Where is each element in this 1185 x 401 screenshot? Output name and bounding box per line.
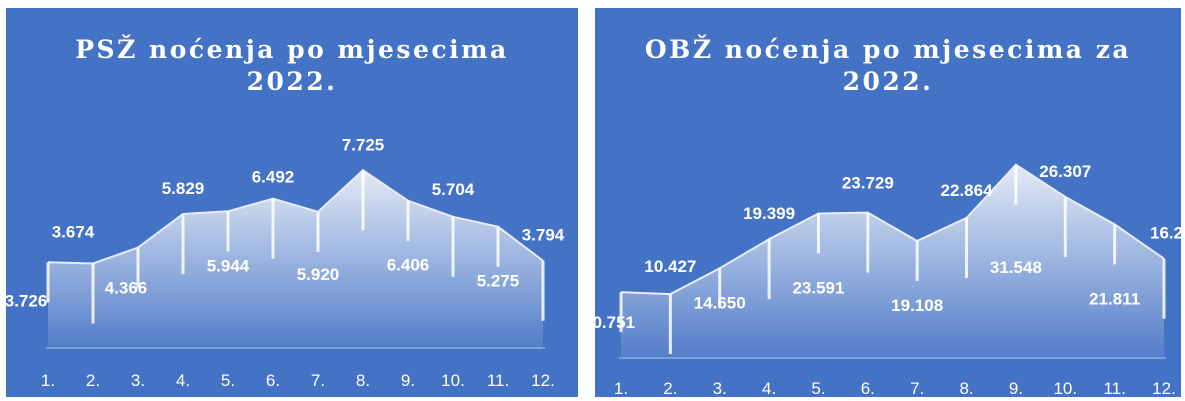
x-tick-label: 10. [1053, 379, 1077, 397]
x-tick-label: 9. [1009, 379, 1023, 397]
data-label: 16.216 [1150, 224, 1181, 243]
data-label: 21.811 [1089, 289, 1140, 308]
data-label: 6.406 [387, 256, 430, 275]
data-label: 5.920 [297, 265, 340, 284]
data-label: 3.726 [6, 291, 47, 310]
x-tick-label: 7. [910, 379, 924, 397]
x-tick-label: 1. [614, 379, 628, 397]
x-tick-label: 4. [762, 379, 776, 397]
x-tick-label: 6. [266, 371, 280, 390]
series-line [620, 163, 1165, 296]
x-tick-label: 12. [531, 371, 555, 390]
data-label: 19.108 [891, 296, 943, 315]
x-tick-label: 3. [131, 371, 145, 390]
data-label: 26.307 [1039, 162, 1091, 181]
x-tick-label: 10. [441, 371, 465, 390]
data-label: 23.591 [792, 279, 844, 298]
chart-psz: PSŽ noćenja po mjesecima 2022. 1. 2. 3. 4. 5… [6, 8, 578, 397]
x-tick-label: 1. [41, 371, 55, 390]
series-area [48, 170, 543, 348]
chart-title: PSŽ noćenja po mjesecima 2022. [75, 35, 509, 96]
chart-title: OBŽ noćenja po mjesecima za 2022. [644, 35, 1132, 96]
x-tick-label: 8. [356, 371, 370, 390]
data-label: 4.366 [105, 279, 148, 298]
data-label: 3.674 [52, 222, 95, 241]
series-area [621, 164, 1164, 358]
data-label: 22.864 [941, 181, 994, 200]
x-tick-label: 12. [1152, 379, 1176, 397]
data-label: 14.650 [694, 293, 746, 312]
x-tick-label: 2. [86, 371, 100, 390]
data-label: 3.794 [522, 226, 565, 245]
x-tick-label: 7. [311, 371, 325, 390]
data-label: 19.399 [743, 204, 795, 223]
series-line [47, 169, 544, 265]
data-label: 31.548 [990, 258, 1042, 277]
chart-plot-obz: 1. 2. 3. 4. 5. 6. 7. 8. 9. 10. 11. 12. 10.751 10.427 1… [595, 162, 1181, 397]
x-tick-label: 6. [861, 379, 875, 397]
data-label: 5.275 [477, 272, 520, 291]
data-label: 7.725 [342, 135, 385, 154]
x-tick-label: 4. [176, 371, 190, 390]
data-label: 5.944 [207, 256, 250, 275]
data-label: 5.704 [432, 180, 475, 199]
x-tick-label: 2. [663, 379, 677, 397]
data-label: 10.751 [595, 313, 635, 332]
x-tick-label: 5. [221, 371, 235, 390]
data-label: 6.492 [252, 168, 295, 187]
data-label: 23.729 [842, 174, 894, 193]
x-tick-label: 11. [487, 371, 509, 390]
chart-plot-psz: 1. 2. 3. 4. 5. 6. 7. 8. 9. 10. 11. 12. 3.726 3.674 4.3… [6, 135, 565, 390]
x-tick-label: 11. [1103, 379, 1125, 397]
x-tick-label: 8. [959, 379, 973, 397]
data-label: 10.427 [644, 257, 696, 276]
x-tick-label: 9. [401, 371, 415, 390]
x-tick-label: 5. [811, 379, 825, 397]
x-tick-label: 3. [713, 379, 727, 397]
chart-obz: OBŽ noćenja po mjesecima za 2022. 1. 2. 3.… [595, 8, 1181, 397]
data-label: 5.829 [162, 179, 205, 198]
